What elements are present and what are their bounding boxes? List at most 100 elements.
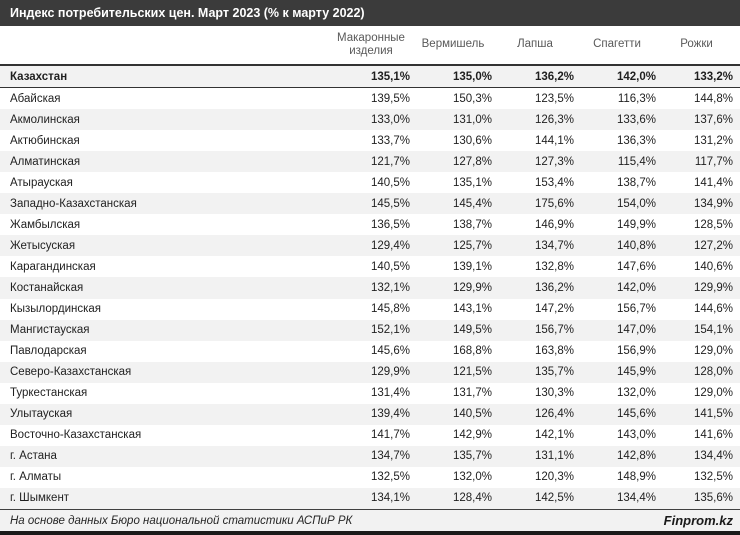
value-cell: 115,4% [617, 155, 656, 168]
value-cell: 156,7% [534, 324, 574, 337]
value-cell: 140,5% [370, 260, 410, 273]
value-cell: 130,6% [452, 134, 492, 147]
value-cell: 120,3% [534, 471, 574, 484]
value-cell: 138,7% [452, 218, 492, 231]
value-cell: 142,0% [616, 70, 656, 83]
table-row: г. Астана 134,7% 135,7% 131,1% 142,8% 134,4% [0, 445, 740, 467]
region-name: Жамбылская [10, 218, 81, 231]
table-row: Абайская 139,5% 150,3% 123,5% 116,3% 144,8% [0, 88, 740, 109]
value-cell: 136,3% [616, 134, 656, 147]
table-row: г. Алматы 132,5% 132,0% 120,3% 148,9% 132,5% [0, 467, 740, 488]
value-cell: 141,4% [693, 176, 733, 189]
value-cell: 135,0% [452, 70, 492, 83]
value-cell: 133,2% [693, 70, 733, 83]
value-cell: 144,6% [693, 303, 733, 316]
value-cell: 131,0% [452, 113, 492, 126]
value-cell: 153,4% [534, 176, 574, 189]
value-cell: 145,8% [370, 303, 410, 316]
value-cell: 128,5% [693, 218, 733, 231]
table-row: Жамбылская 136,5% 138,7% 146,9% 149,9% 128,5% [0, 214, 740, 235]
table-row: Казахстан 135,1% 135,0% 136,2% 142,0% 133,2% [0, 66, 740, 89]
value-cell: 143,0% [616, 429, 656, 442]
region-name: г. Алматы [10, 471, 62, 484]
value-cell: 135,1% [452, 176, 492, 189]
value-cell: 129,9% [370, 366, 410, 379]
value-cell: 175,6% [534, 197, 574, 210]
value-cell: 143,1% [452, 303, 492, 316]
column-header-vermicelli: Вермишель [421, 38, 485, 51]
region-name: Абайская [10, 92, 61, 105]
value-cell: 154,0% [616, 197, 656, 210]
value-cell: 147,0% [616, 324, 656, 337]
table-row: Актюбинская 133,7% 130,6% 144,1% 136,3% 131,2… [0, 130, 740, 151]
value-cell: 145,5% [370, 197, 410, 210]
table-row: Улытауская 139,4% 140,5% 126,4% 145,6% 141,5% [0, 403, 740, 425]
value-cell: 126,3% [534, 113, 574, 126]
value-cell: 134,7% [534, 239, 574, 252]
region-name: Кызылординская [10, 303, 102, 316]
value-cell: 132,5% [693, 471, 733, 484]
table-row: Акмолинская 133,0% 131,0% 126,3% 133,6% 137,6… [0, 109, 740, 131]
column-header-spaghetti: Спагетти [593, 38, 641, 51]
value-cell: 150,3% [452, 92, 492, 105]
value-cell: 144,8% [693, 92, 733, 105]
value-cell: 133,0% [370, 113, 410, 126]
value-cell: 142,0% [616, 281, 656, 294]
region-name: Атырауская [10, 176, 73, 189]
value-cell: 134,1% [370, 492, 410, 505]
value-cell: 133,7% [370, 134, 410, 147]
value-cell: 168,8% [452, 345, 492, 358]
value-cell: 141,7% [370, 429, 410, 442]
value-cell: 146,9% [534, 218, 574, 231]
value-cell: 149,5% [452, 324, 492, 337]
value-cell: 138,7% [616, 176, 656, 189]
value-cell: 136,2% [534, 70, 574, 83]
value-cell: 131,4% [370, 387, 410, 400]
value-cell: 132,1% [370, 281, 410, 294]
region-name: г. Астана [10, 450, 57, 463]
value-cell: 141,5% [693, 408, 733, 421]
value-cell: 116,3% [617, 92, 656, 105]
brand-logo: Finprom.kz [663, 513, 733, 528]
table-row: Атырауская 140,5% 135,1% 153,4% 138,7% 141,4% [0, 172, 740, 193]
value-cell: 142,5% [534, 492, 574, 505]
value-cell: 141,6% [693, 429, 733, 442]
value-cell: 145,4% [452, 197, 492, 210]
title-bar: Индекс потребительских цен. Март 2023 (%… [0, 0, 740, 26]
table-header-row: Макаронные изделия Вермишель Лапша Спаге… [0, 26, 740, 66]
value-cell: 129,9% [693, 281, 733, 294]
value-cell: 142,1% [534, 429, 574, 442]
value-cell: 132,0% [452, 471, 492, 484]
table-row: Карагандинская 140,5% 139,1% 132,8% 147,6% 14… [0, 256, 740, 277]
region-name: Казахстан [10, 70, 68, 83]
table-body: Казахстан 135,1% 135,0% 136,2% 142,0% 133,2% А… [0, 66, 740, 509]
value-cell: 134,4% [693, 450, 733, 463]
value-cell: 126,4% [534, 408, 574, 421]
region-name: Туркестанская [10, 387, 88, 400]
column-header-rozhki: Рожки [680, 38, 713, 51]
value-cell: 125,7% [452, 239, 492, 252]
value-cell: 147,2% [534, 303, 574, 316]
table-row: Костанайская 132,1% 129,9% 136,2% 142,0% 129,… [0, 277, 740, 299]
value-cell: 134,9% [693, 197, 733, 210]
value-cell: 128,4% [452, 492, 492, 505]
value-cell: 129,4% [370, 239, 410, 252]
region-name: Жетысуская [10, 239, 76, 252]
value-cell: 127,8% [452, 155, 492, 168]
value-cell: 154,1% [693, 324, 733, 337]
region-name: Костанайская [10, 281, 84, 294]
region-name: Улытауская [10, 408, 73, 421]
value-cell: 135,1% [370, 70, 410, 83]
table-row: Северо-Казахстанская 129,9% 121,5% 135,7% 14… [0, 361, 740, 383]
region-name: Алматинская [10, 155, 81, 168]
value-cell: 127,2% [693, 239, 733, 252]
value-cell: 163,8% [534, 345, 574, 358]
value-cell: 145,6% [616, 408, 656, 421]
table-row: Алматинская 121,7% 127,8% 127,3% 115,4% 117,7… [0, 151, 740, 173]
value-cell: 142,9% [452, 429, 492, 442]
bottom-border-bar [0, 531, 740, 535]
value-cell: 136,5% [370, 218, 410, 231]
region-name: Западно-Казахстанская [10, 197, 137, 210]
value-cell: 134,7% [370, 450, 410, 463]
